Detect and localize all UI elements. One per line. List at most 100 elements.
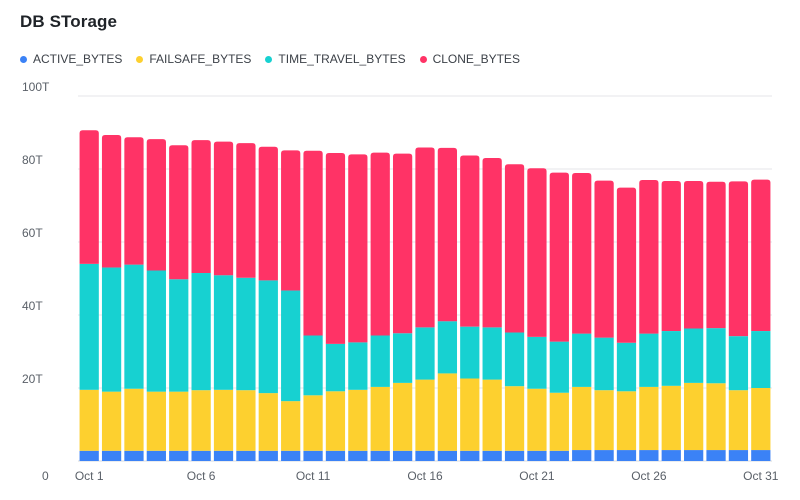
y-tick-label: 0 <box>42 469 49 483</box>
legend-swatch-active-bytes <box>20 55 27 63</box>
bar-segment-time-travel-bytes <box>616 342 637 392</box>
bar-segment-active-bytes <box>236 450 256 461</box>
x-tick-label: Oct 6 <box>187 469 216 483</box>
bar-segment-failsafe-bytes <box>392 382 413 451</box>
bar-segment-time-travel-bytes <box>594 337 614 391</box>
bar-segment-time-travel-bytes <box>437 321 458 374</box>
bar-segment-failsafe-bytes <box>728 390 749 451</box>
bar-segment-failsafe-bytes <box>527 388 547 451</box>
bar-segment-time-travel-bytes <box>191 273 211 391</box>
bar-segment-clone-bytes <box>303 150 323 336</box>
bar-segment-clone-bytes <box>79 130 99 264</box>
bar-segment-failsafe-bytes <box>370 386 390 451</box>
y-tick-label: 40T <box>22 299 43 313</box>
bar-segment-failsafe-bytes <box>482 379 502 451</box>
bar-segment-active-bytes <box>169 450 189 461</box>
legend-item-time-travel-bytes[interactable]: TIME_TRAVEL_BYTES <box>265 52 406 66</box>
y-tick-label: 100T <box>22 80 50 94</box>
bar-segment-failsafe-bytes <box>751 388 771 451</box>
bar-segment-clone-bytes <box>616 187 637 343</box>
bar-segment-active-bytes <box>639 450 659 461</box>
x-tick-label: Oct 11 <box>296 469 331 483</box>
bar-segment-active-bytes <box>281 450 301 461</box>
bar-segment-time-travel-bytes <box>572 333 592 387</box>
bar-segment-time-travel-bytes <box>482 327 502 380</box>
y-tick-label: 80T <box>22 153 43 167</box>
bar-segment-failsafe-bytes <box>549 392 569 451</box>
bar-segment-active-bytes <box>661 450 681 461</box>
bar-segment-time-travel-bytes <box>101 267 122 392</box>
x-tick-label: Oct 26 <box>631 469 667 483</box>
bar-segment-clone-bytes <box>482 158 502 328</box>
bar-segment-active-bytes <box>437 450 458 461</box>
bar-segment-clone-bytes <box>460 155 480 327</box>
bar-segment-failsafe-bytes <box>124 388 144 451</box>
bar-segment-clone-bytes <box>146 139 166 271</box>
bar-segment-failsafe-bytes <box>191 390 211 451</box>
bar-segment-active-bytes <box>348 450 368 461</box>
bar-segment-active-bytes <box>482 450 502 461</box>
bar-segment-clone-bytes <box>258 146 278 281</box>
bar-segment-active-bytes <box>191 450 211 461</box>
bar-segment-clone-bytes <box>191 140 211 274</box>
bar-segment-active-bytes <box>124 450 144 461</box>
bar-segment-clone-bytes <box>728 181 749 337</box>
bar-segment-failsafe-bytes <box>325 391 346 451</box>
bar-segment-active-bytes <box>101 450 122 461</box>
bar-segment-clone-bytes <box>437 147 458 322</box>
bar-segment-active-bytes <box>549 450 569 461</box>
bar-segment-clone-bytes <box>504 164 525 333</box>
bar-segment-active-bytes <box>146 450 166 461</box>
bar-segment-active-bytes <box>325 450 346 461</box>
bar-segment-failsafe-bytes <box>213 389 234 451</box>
bar-segment-active-bytes <box>706 450 726 461</box>
bar-segment-active-bytes <box>213 450 234 461</box>
legend-swatch-failsafe-bytes <box>136 55 144 63</box>
bar-segment-time-travel-bytes <box>348 342 368 390</box>
bar-segment-time-travel-bytes <box>527 336 547 389</box>
bar-segment-active-bytes <box>303 450 323 461</box>
bar-segment-time-travel-bytes <box>751 331 771 388</box>
bar-segment-time-travel-bytes <box>303 335 323 396</box>
bar-segment-active-bytes <box>751 450 771 461</box>
bar-segment-failsafe-bytes <box>236 390 256 451</box>
legend-swatch-time-travel-bytes <box>265 55 273 63</box>
bar-segment-time-travel-bytes <box>504 332 525 387</box>
bar-segment-clone-bytes <box>639 179 659 334</box>
bar-segment-active-bytes <box>258 450 278 461</box>
legend-item-clone-bytes[interactable]: CLONE_BYTES <box>419 52 520 66</box>
bar-segment-failsafe-bytes <box>437 373 458 451</box>
bar-segment-clone-bytes <box>751 179 771 332</box>
bar-segment-failsafe-bytes <box>639 386 659 451</box>
legend-item-failsafe-bytes[interactable]: FAILSAFE_BYTES <box>136 52 251 66</box>
bar-segment-clone-bytes <box>684 181 704 329</box>
bar-segment-clone-bytes <box>706 181 726 329</box>
legend-label-clone-bytes: CLONE_BYTES <box>432 52 520 66</box>
bar-segment-failsafe-bytes <box>572 386 592 451</box>
bar-segment-failsafe-bytes <box>169 391 189 451</box>
bar-segment-clone-bytes <box>281 150 301 291</box>
bar-segment-failsafe-bytes <box>303 395 323 451</box>
bar-segment-time-travel-bytes <box>460 326 480 379</box>
bar-segment-active-bytes <box>616 450 637 461</box>
bar-segment-clone-bytes <box>236 143 256 278</box>
bar-segment-failsafe-bytes <box>281 401 301 451</box>
bar-segment-failsafe-bytes <box>706 383 726 451</box>
bar-segment-clone-bytes <box>370 152 390 336</box>
legend-label-failsafe-bytes: FAILSAFE_BYTES <box>149 52 252 66</box>
bar-segment-active-bytes <box>684 450 704 461</box>
bar-segment-time-travel-bytes <box>639 333 659 387</box>
bar-segment-clone-bytes <box>213 141 234 276</box>
bar-segment-failsafe-bytes <box>616 391 637 451</box>
bar-segment-time-travel-bytes <box>392 333 413 383</box>
bar-segment-failsafe-bytes <box>79 389 99 451</box>
bar-segment-active-bytes <box>415 450 435 461</box>
legend-item-active-bytes[interactable]: ACTIVE_BYTES <box>20 52 122 66</box>
y-tick-label: 60T <box>22 226 43 240</box>
x-tick-label: Oct 1 <box>75 469 104 483</box>
bar-segment-failsafe-bytes <box>101 391 122 451</box>
bar-segment-clone-bytes <box>415 147 435 328</box>
bar-segment-clone-bytes <box>348 154 368 343</box>
bar-segment-clone-bytes <box>572 173 592 334</box>
bar-segment-time-travel-bytes <box>706 328 726 384</box>
